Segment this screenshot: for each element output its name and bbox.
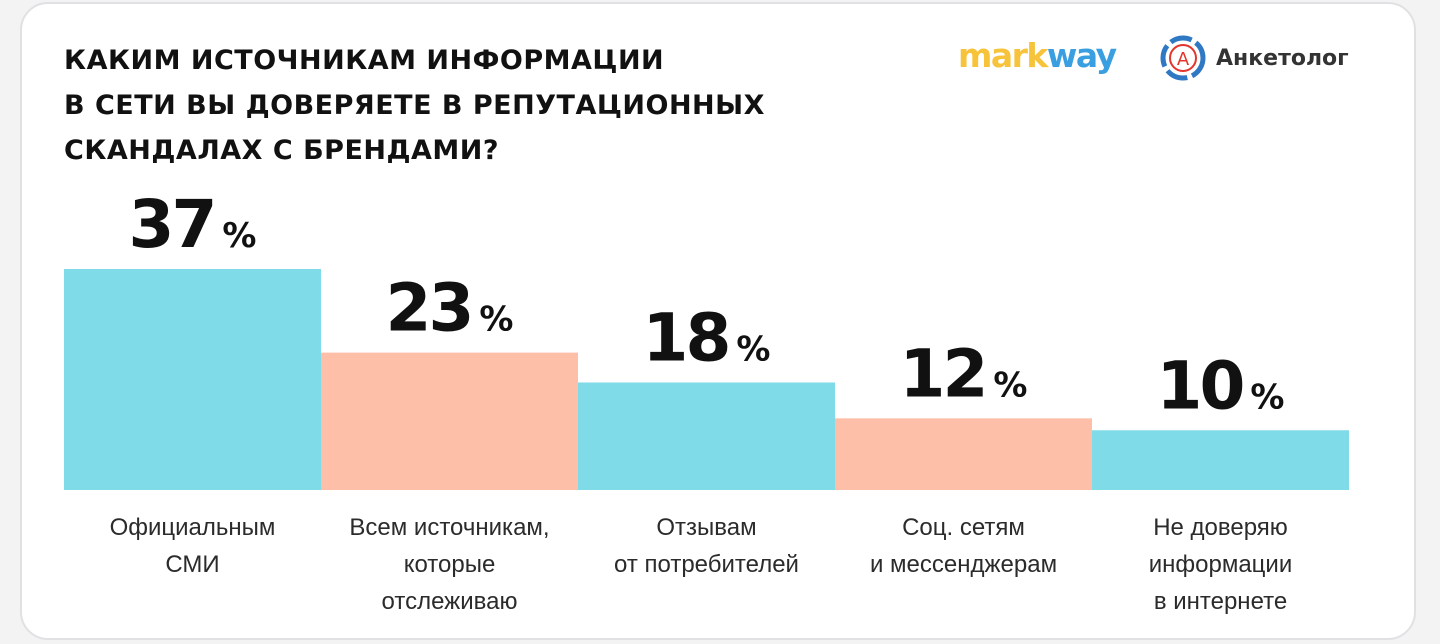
anketolog-logo: А Анкетолог (1160, 35, 1349, 81)
category-label-1-line-2: СМИ (165, 551, 219, 578)
chart-title: Каким источникам информации в сети вы до… (64, 38, 864, 173)
bar-4 (835, 418, 1092, 490)
bar-2 (321, 352, 578, 490)
value-unit-2: % (479, 300, 513, 340)
anketolog-logo-letter: А (1177, 49, 1190, 70)
value-number-2: 23 (386, 270, 472, 347)
value-unit-3: % (736, 329, 770, 369)
value-label-3: 18% (643, 299, 771, 376)
category-label-5-line-2: информации (1149, 551, 1293, 578)
category-label-2-line-3: отслеживаю (382, 588, 518, 615)
value-label-1: 37% (129, 186, 257, 263)
title-line-1: Каким источникам информации (64, 45, 665, 76)
category-label-4-line-2: и мессенджерам (870, 551, 1057, 578)
markway-logo-way: way (1046, 36, 1117, 75)
value-number-4: 12 (900, 335, 986, 412)
value-unit-4: % (993, 365, 1027, 405)
anketolog-logo-icon: А (1160, 35, 1206, 81)
title-line-3: скандалах с брендами? (64, 135, 500, 166)
category-label-1-line-1: Официальным (110, 514, 276, 541)
value-number-1: 37 (129, 186, 215, 263)
bar-5 (1092, 430, 1349, 490)
anketolog-logo-name: Анкетолог (1216, 45, 1349, 71)
category-label-3-line-2: от потребителей (614, 551, 799, 578)
category-label-5-line-3: в интернете (1154, 588, 1287, 615)
markway-logo: markway (958, 36, 1117, 75)
title-line-2: в сети вы доверяете в репутационных (64, 90, 765, 121)
category-label-5-line-1: Не доверяю (1153, 514, 1288, 541)
value-unit-1: % (222, 216, 256, 256)
value-number-5: 10 (1157, 347, 1243, 424)
bar-3 (578, 382, 835, 490)
category-label-2-line-1: Всем источникам, (349, 514, 549, 541)
value-label-4: 12% (900, 335, 1028, 412)
value-unit-5: % (1250, 377, 1284, 417)
markway-logo-mark: mark (958, 36, 1048, 75)
bar-1 (64, 269, 321, 490)
value-number-3: 18 (643, 299, 729, 376)
value-label-2: 23% (386, 270, 514, 347)
category-label-4-line-1: Соц. сетям (902, 514, 1025, 541)
value-label-5: 10% (1157, 347, 1285, 424)
category-label-3-line-1: Отзывам (656, 514, 756, 541)
category-label-2-line-2: которые (404, 551, 496, 578)
